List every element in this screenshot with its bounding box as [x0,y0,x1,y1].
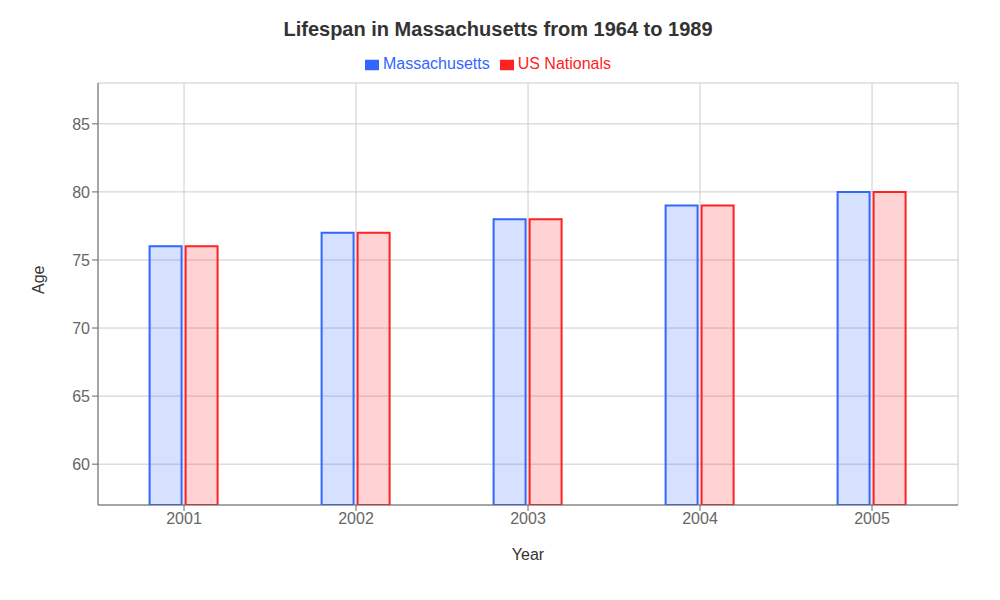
svg-text:60: 60 [72,456,90,473]
svg-text:2005: 2005 [854,510,890,527]
svg-text:75: 75 [72,252,90,269]
svg-text:85: 85 [72,116,90,133]
svg-text:Age: Age [30,265,47,294]
svg-text:65: 65 [72,388,90,405]
svg-text:80: 80 [72,184,90,201]
html-text:Massachusetts: Massachusetts [383,55,490,72]
svg-text:Year: Year [512,546,545,563]
svg-text:2004: 2004 [682,510,718,527]
svg-text:70: 70 [72,320,90,337]
html-text:Lifespan in Massachusetts from: Lifespan in Massachusetts from 1964 to 1… [283,18,713,40]
svg-text:2003: 2003 [510,510,546,527]
svg-text:2002: 2002 [338,510,374,527]
html-text:US Nationals: US Nationals [517,55,611,72]
svg-text:2001: 2001 [166,510,202,527]
